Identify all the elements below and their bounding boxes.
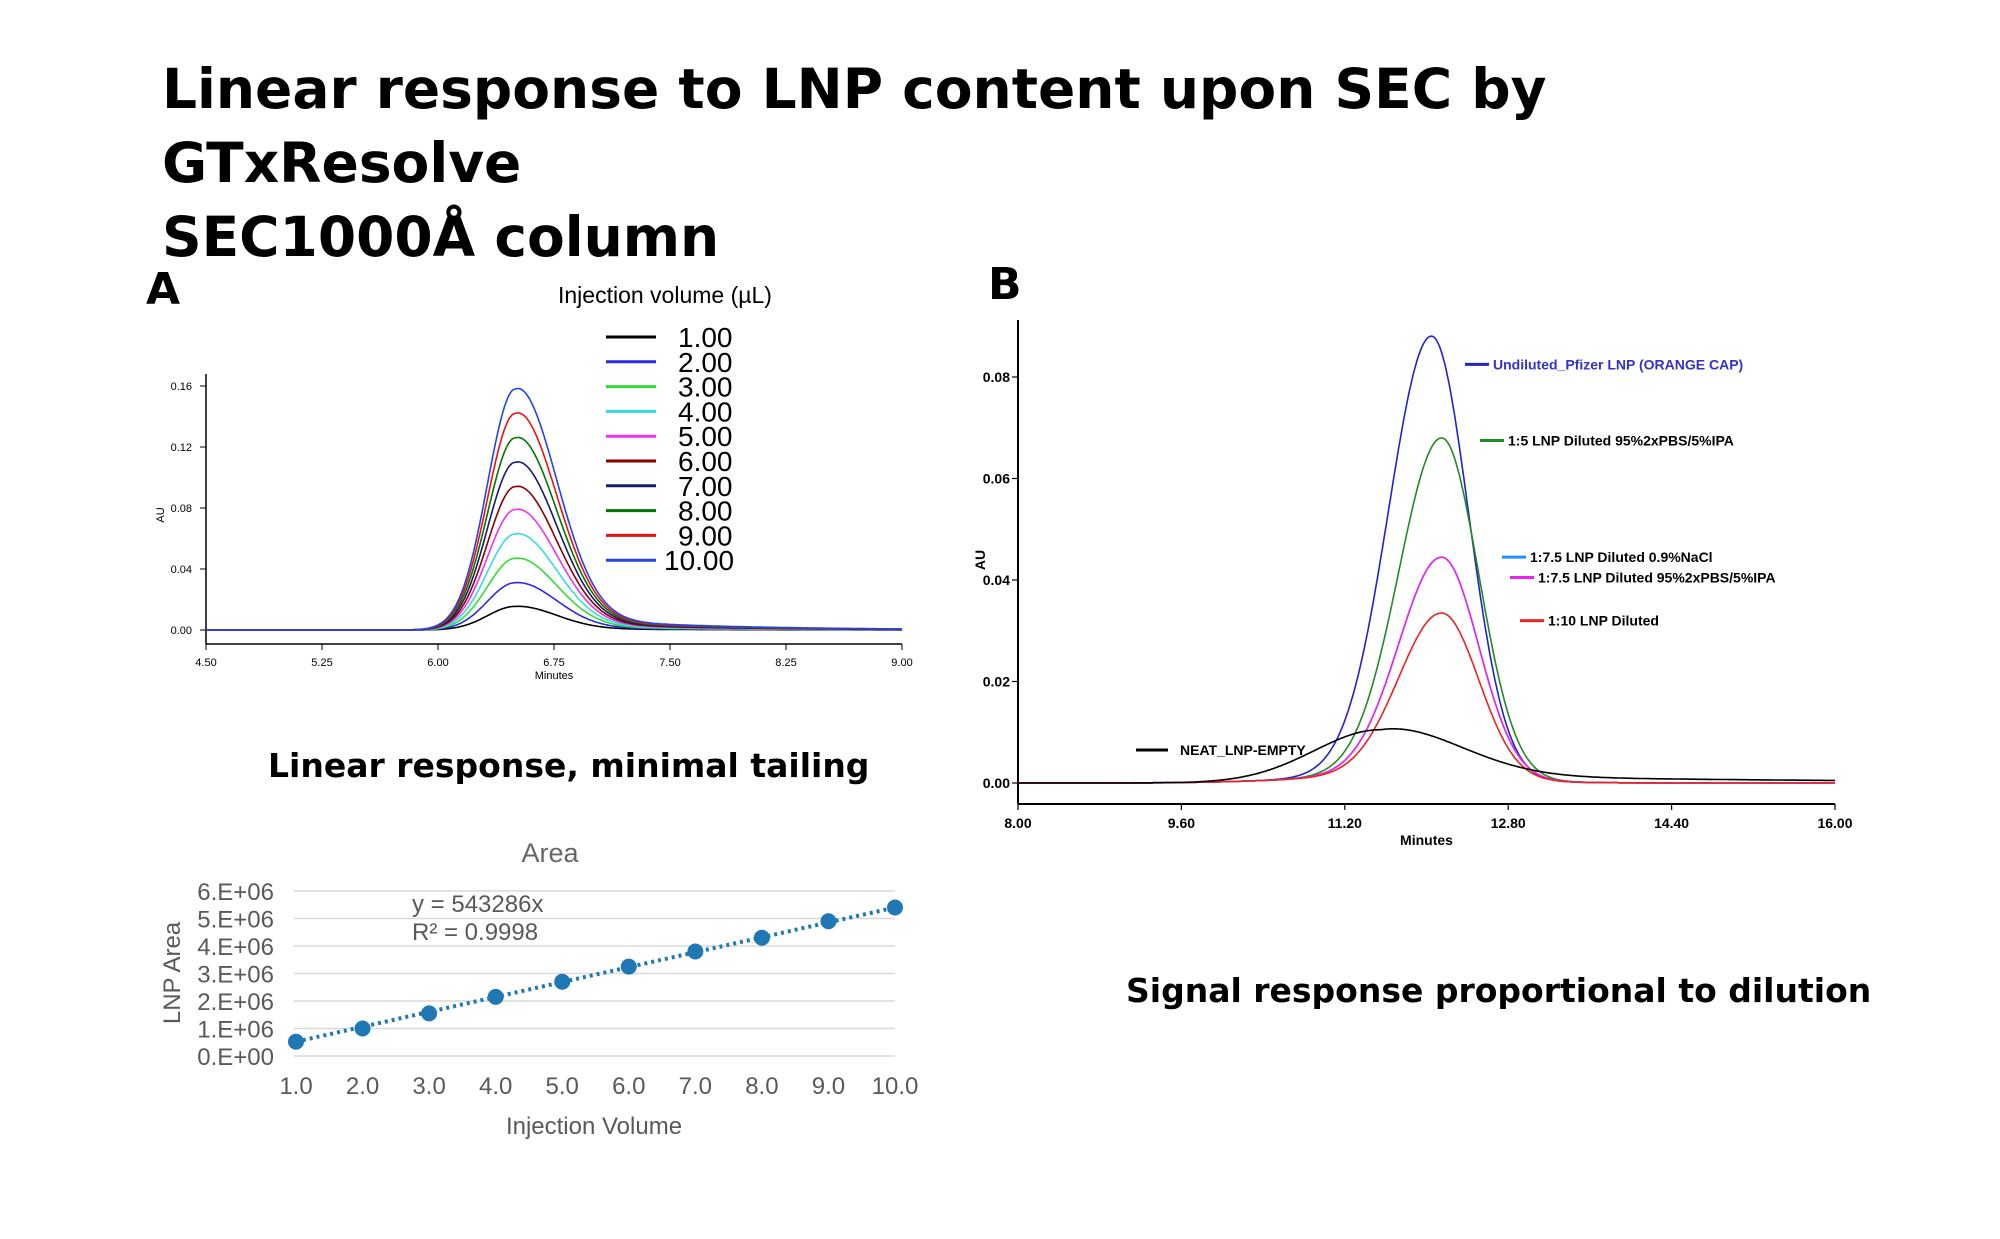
panel-b-label: B [988, 259, 1022, 310]
chart-a-x-tick-label: 6.00 [427, 657, 448, 669]
area-chart-title: Area [521, 838, 579, 868]
chart-b-series-label: NEAT_LNP-EMPTY [1180, 742, 1306, 758]
area-equation: y = 543286x [412, 891, 543, 918]
chart-b-x-tick-label: 16.00 [1817, 815, 1852, 831]
chart-a-legend-label: 1.00 [678, 322, 733, 353]
chart-b-y-tick-label: 0.04 [983, 572, 1010, 588]
area-x-tick-label: 3.0 [412, 1073, 445, 1100]
chart-a-legend-title: Injection volume (µL) [558, 282, 772, 308]
chart-a-x-tick-label: 8.25 [775, 657, 796, 669]
area-x-tick-label: 6.0 [612, 1073, 645, 1100]
area-y-tick-label: 5.E+06 [197, 907, 274, 934]
chart-b-series-line [1018, 437, 1835, 784]
chart-a-legend-label: 4.00 [678, 396, 733, 427]
chart-a-legend-label: 6.00 [678, 446, 733, 477]
area-trendline [295, 905, 896, 1044]
chart-a-x-axis-label: Minutes [535, 670, 574, 682]
area-data-point [354, 1020, 371, 1037]
area-x-tick-label: 8.0 [745, 1073, 778, 1100]
area-data-point [487, 988, 504, 1005]
panel-a-label: A [146, 264, 181, 315]
area-x-tick-label: 4.0 [479, 1073, 512, 1100]
chart-a-series-line [206, 387, 903, 631]
chart-a-legend-label: 2.00 [678, 347, 733, 378]
chart-b-x-tick-label: 14.40 [1654, 815, 1689, 831]
area-x-axis-label: Injection Volume [506, 1113, 682, 1140]
area-x-tick-label: 2.0 [346, 1073, 379, 1100]
chart-b-series-label: 1:5 LNP Diluted 95%2xPBS/5%IPA [1508, 432, 1734, 448]
chart-b-series-label: Undiluted_Pfizer LNP (ORANGE CAP) [1493, 356, 1743, 372]
chart-a-y-tick-label: 0.04 [171, 564, 192, 576]
chart-a-legend-label: 9.00 [678, 520, 733, 551]
area-y-tick-label: 0.E+00 [197, 1044, 274, 1071]
chart-b-series-line [1018, 728, 1835, 784]
chart-a-y-tick-label: 0.08 [171, 503, 192, 515]
chart-a-legend-label: 10.00 [664, 545, 734, 576]
chart-a-x-tick-label: 4.50 [195, 657, 216, 669]
chart-a-x-tick-label: 9.00 [891, 657, 912, 669]
area-data-point [887, 899, 903, 916]
chart-b-x-tick-label: 9.60 [1168, 815, 1195, 831]
chart-b-series-label: 1:7.5 LNP Diluted 95%2xPBS/5%IPA [1538, 569, 1776, 585]
page-title: Linear response to LNP content upon SEC … [162, 52, 1862, 274]
area-data-point [620, 958, 637, 975]
chart-a-x-tick-label: 7.50 [659, 657, 680, 669]
area-y-tick-label: 2.E+06 [197, 989, 274, 1016]
chart-b-y-tick-label: 0.06 [983, 471, 1010, 487]
area-data-point [421, 1005, 438, 1022]
area-y-tick-label: 6.E+06 [197, 879, 274, 906]
chart-b-y-axis-label: AU [972, 550, 988, 570]
chart-a-x-tick-label: 6.75 [543, 657, 564, 669]
panel-b-caption: Signal response proportional to dilution [1126, 971, 1872, 1010]
chart-a-legend-label: 3.00 [678, 372, 733, 403]
title-line-2: SEC1000Å column [162, 205, 720, 269]
chart-a-legend-label: 8.00 [678, 496, 733, 527]
area-x-tick-label: 10.0 [872, 1073, 919, 1100]
area-data-point [554, 973, 571, 990]
area-data-point [753, 929, 770, 946]
chart-b-x-tick-label: 12.80 [1491, 815, 1526, 831]
chart-b-x-axis-label: Minutes [1400, 832, 1453, 848]
chart-a-legend-label: 5.00 [678, 421, 733, 452]
chart-b-x-tick-label: 11.20 [1328, 815, 1362, 831]
chart-a-y-axis-label: AU [155, 507, 167, 522]
area-r-squared: R² = 0.9998 [412, 919, 538, 946]
chart-a-x-tick-label: 5.25 [311, 657, 332, 669]
chart-b-series-label: 1:10 LNP Diluted [1548, 613, 1659, 629]
chart-a-legend-label: 7.00 [678, 471, 733, 502]
chart-b-x-tick-label: 8.00 [1004, 815, 1031, 831]
area-y-tick-label: 4.E+06 [197, 934, 274, 961]
area-x-tick-label: 9.0 [812, 1073, 845, 1100]
area-y-tick-label: 1.E+06 [197, 1017, 274, 1044]
panel-a-caption: Linear response, minimal tailing [268, 746, 870, 785]
chart-b-y-tick-label: 0.00 [983, 775, 1010, 791]
area-x-tick-label: 5.0 [546, 1073, 579, 1100]
chart-a-y-tick-label: 0.00 [171, 625, 192, 637]
chart-a-y-tick-label: 0.16 [171, 381, 192, 393]
title-line-1: Linear response to LNP content upon SEC … [162, 57, 1547, 195]
chart-b-series-line [1018, 612, 1835, 784]
area-data-point [687, 943, 704, 960]
chart-b-y-tick-label: 0.08 [983, 369, 1010, 385]
area-x-tick-label: 7.0 [679, 1073, 712, 1100]
chart-b-series-label: 1:7.5 LNP Diluted 0.9%NaCl [1530, 549, 1713, 565]
area-y-tick-label: 3.E+06 [197, 962, 274, 989]
area-data-point [820, 913, 837, 930]
chart-b-y-tick-label: 0.02 [983, 674, 1010, 690]
area-x-tick-label: 1.0 [279, 1073, 312, 1100]
chart-a-y-tick-label: 0.12 [171, 442, 192, 454]
area-y-axis-label: LNP Area [159, 921, 186, 1024]
area-data-point [288, 1033, 304, 1050]
